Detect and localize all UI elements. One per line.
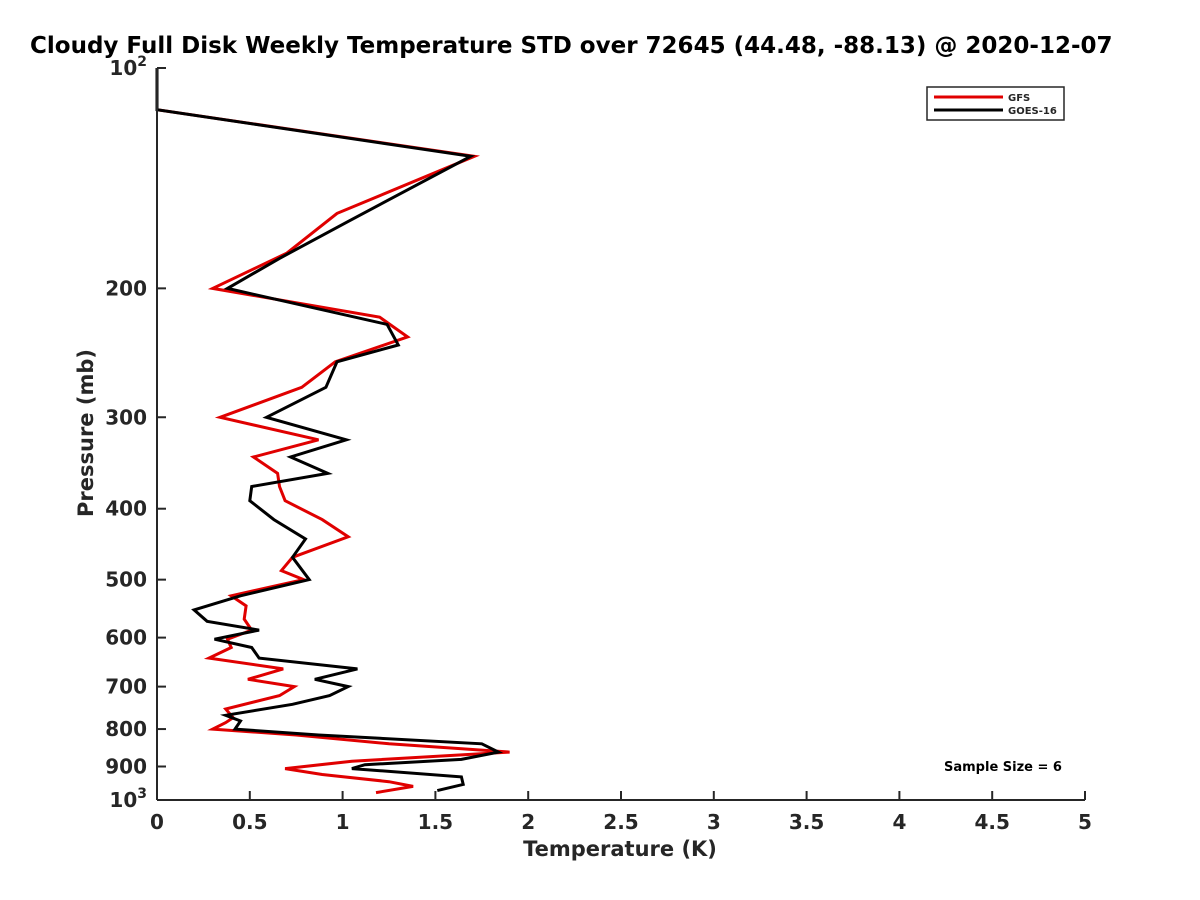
series-line-goes16 (155, 68, 504, 793)
x-tick-label: 2.5 (603, 810, 638, 834)
x-tick-label: 5 (1078, 810, 1092, 834)
legend-box (926, 86, 1065, 121)
sample-size-annotation: Sample Size = 6 (944, 760, 1062, 775)
y-tick-label: 102 (109, 54, 147, 80)
legend-label-goes16: GOES-16 (1008, 106, 1057, 117)
y-tick-label: 400 (105, 497, 147, 521)
y-tick-label: 600 (105, 626, 147, 650)
x-tick-label: 2 (521, 810, 535, 834)
y-axis-label: Pressure (mb) (74, 349, 98, 517)
y-tick-label: 900 (105, 755, 147, 779)
y-tick-label: 103 (109, 786, 147, 812)
legend: GFS GOES-16 (926, 86, 1065, 121)
x-tick-label: 3 (707, 810, 721, 834)
y-tick-label: 300 (105, 405, 147, 429)
x-tick-label: 1.5 (418, 810, 453, 834)
y-tick-label: 200 (105, 276, 147, 300)
x-tick-label: 0.5 (232, 810, 267, 834)
x-tick-label: 0 (150, 810, 164, 834)
legend-label-gfs: GFS (1008, 93, 1030, 104)
x-tick-label: 4.5 (974, 810, 1009, 834)
y-tick-label: 500 (105, 568, 147, 592)
series-line-gfs (155, 68, 510, 795)
x-tick-label: 3.5 (789, 810, 824, 834)
y-tick-label: 800 (105, 717, 147, 741)
x-tick-label: 4 (892, 810, 906, 834)
chart-title: Cloudy Full Disk Weekly Temperature STD … (30, 33, 1113, 59)
x-tick-label: 1 (336, 810, 350, 834)
x-axis-label: Temperature (K) (523, 837, 717, 861)
y-tick-label: 700 (105, 675, 147, 699)
